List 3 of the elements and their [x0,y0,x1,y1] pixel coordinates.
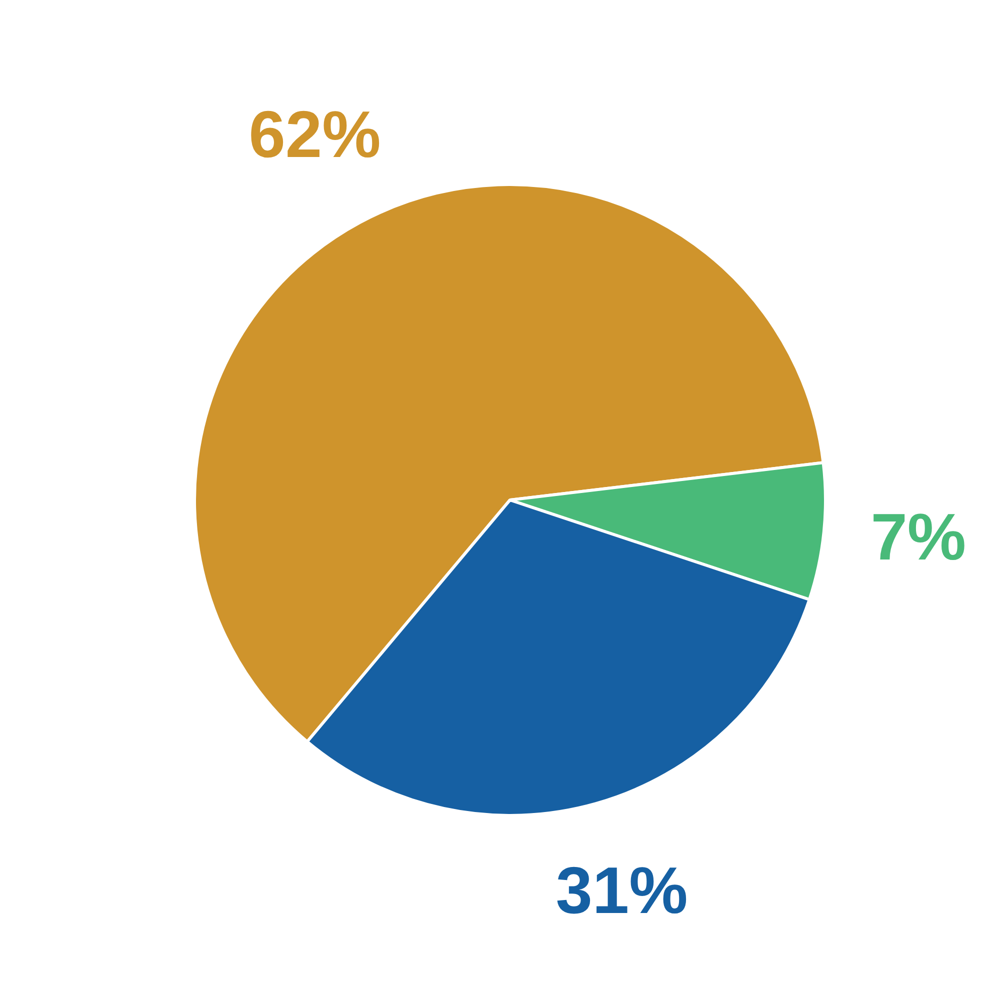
data-label: 31% [556,853,688,928]
data-label: 62% [248,97,381,172]
data-label: 7% [870,500,966,574]
